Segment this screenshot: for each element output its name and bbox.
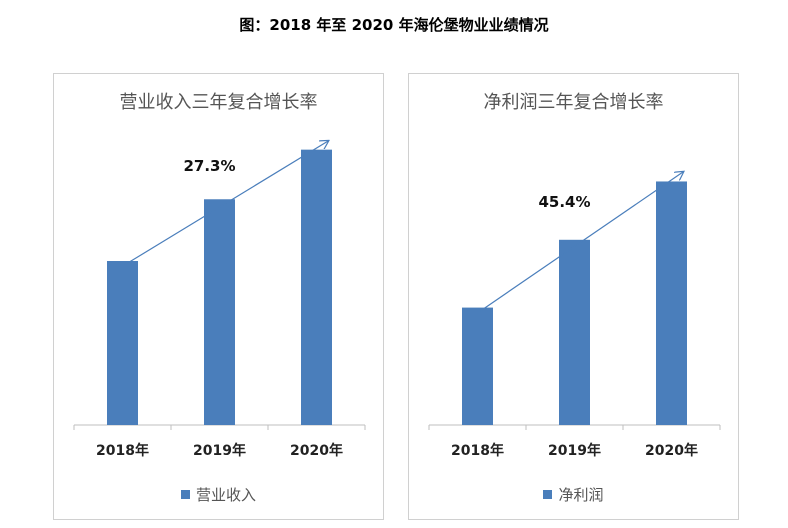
growth-rate-label: 45.4%	[538, 193, 590, 211]
bar-2018年	[462, 307, 493, 425]
revenue-chart: 2018年 2019年 2020年 27.3%	[73, 74, 366, 459]
chart-title: 营业收入三年复合增长率	[119, 92, 318, 113]
legend: 净利润	[409, 484, 738, 505]
bar-2019年	[559, 239, 590, 425]
bar-2020年	[301, 149, 332, 425]
chart-title: 净利润三年复合增长率	[483, 92, 664, 113]
bar-2018年	[107, 261, 138, 425]
legend-swatch	[543, 490, 553, 499]
trend-arrow	[124, 141, 329, 266]
legend-label: 净利润	[558, 486, 604, 504]
x-tick-label: 2018年	[451, 442, 504, 459]
growth-rate-label: 27.3%	[183, 157, 235, 175]
net-profit-chart: 2018年 2019年 2020年 45.4%	[428, 74, 721, 459]
x-tick-label: 2018年	[96, 442, 149, 459]
x-tick-label: 2020年	[290, 442, 343, 459]
bar-2020年	[656, 181, 687, 425]
x-tick-label: 2020年	[645, 442, 698, 459]
x-tick-label: 2019年	[548, 442, 601, 459]
net-profit-chart-panel: 净利润三年复合增长率 2018年 2019年 2020年 45.4% 净利润	[408, 73, 739, 520]
trend-arrow	[479, 172, 684, 313]
legend-swatch	[180, 490, 190, 499]
x-tick-label: 2019年	[193, 442, 246, 459]
legend-label: 营业收入	[195, 486, 256, 504]
main-title: 图：2018 年至 2020 年海伦堡物业业绩情况	[239, 16, 549, 34]
bar-2019年	[204, 199, 235, 425]
legend: 营业收入	[54, 484, 383, 505]
revenue-chart-panel: 营业收入三年复合增长率 2018年 2019年 2020年 27.3% 营业收入	[53, 73, 384, 520]
